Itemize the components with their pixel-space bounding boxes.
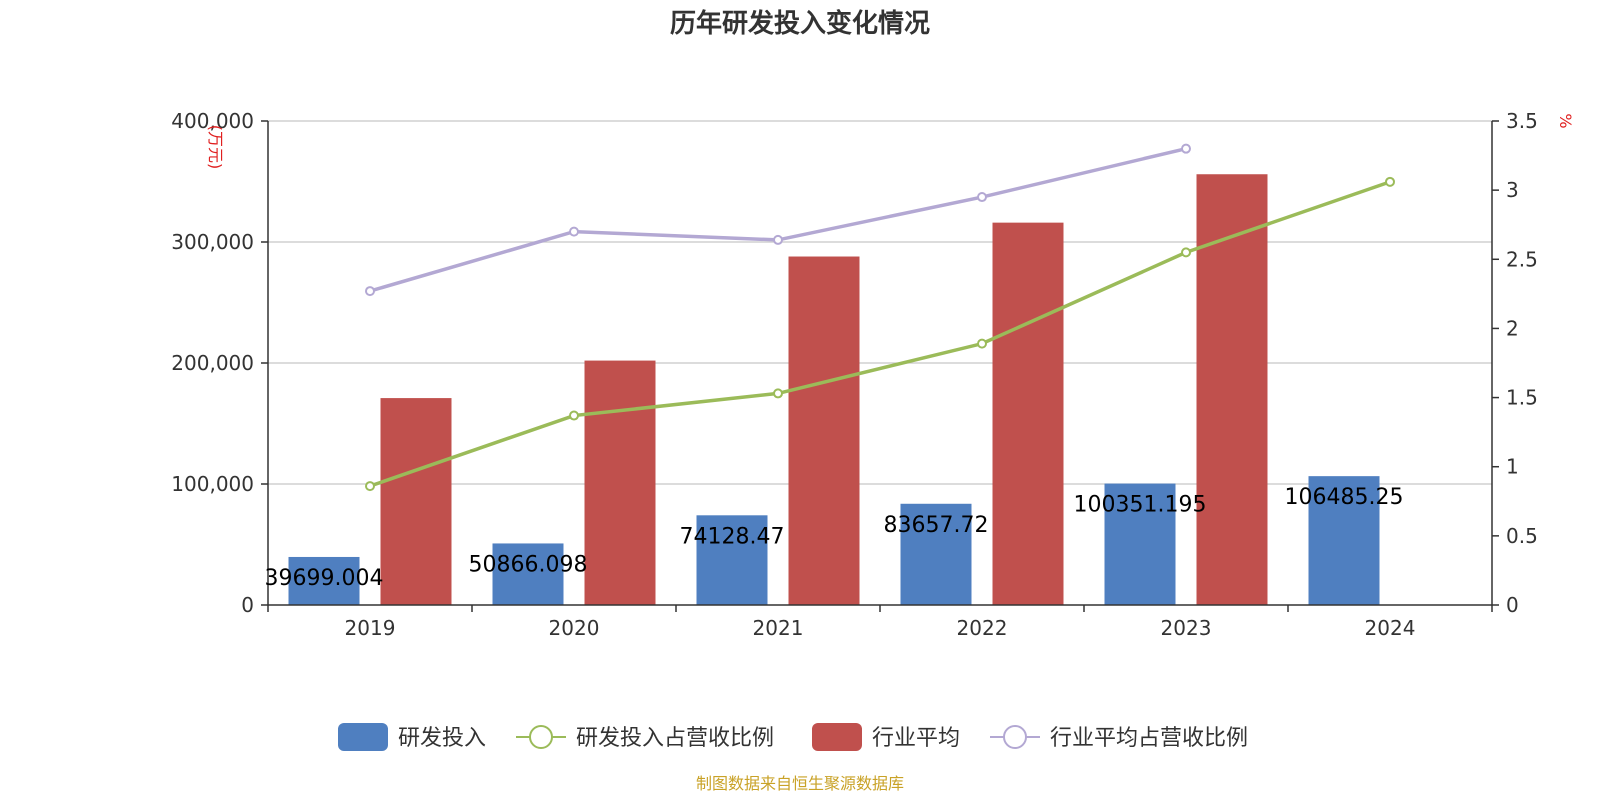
right-axis-tick-label: 2.5	[1506, 247, 1538, 271]
left-axis-tick-label: 0	[241, 593, 254, 617]
x-axis-tick-label: 2019	[345, 616, 396, 640]
bar-labels: 39699.004 50866.098 74128.47 83657.72 100351…	[265, 485, 1404, 591]
left-axis-tick-label: 200,000	[171, 351, 254, 375]
rd-ratio-line	[369, 180, 1391, 488]
line-point	[1385, 176, 1395, 187]
line-point	[365, 481, 375, 492]
bar-industry-average	[584, 360, 656, 605]
chart-title: 历年研发投入变化情况	[670, 8, 930, 39]
bar-industry-average	[992, 222, 1064, 605]
bar-rd-investment	[900, 503, 972, 605]
legend-label: 行业平均	[872, 726, 960, 751]
legend-label: 研发投入占营收比例	[576, 726, 774, 751]
bar-value-label: 106485.25	[1285, 485, 1404, 510]
right-axis-tick-label: 0.5	[1506, 524, 1538, 548]
left-axis-unit: (万元)	[206, 125, 225, 170]
line-point	[1181, 143, 1191, 154]
x-axis-tick-label: 2022	[957, 616, 1008, 640]
grid-lines	[268, 120, 1492, 485]
legend-swatch-marker	[529, 725, 553, 749]
line-point	[569, 226, 579, 237]
right-axis-tick-label: 3.5	[1506, 109, 1538, 133]
line-point	[1181, 247, 1191, 258]
bar-rd-investment	[696, 515, 768, 605]
bar-value-label: 74128.47	[680, 524, 785, 549]
legend-label: 研发投入	[398, 726, 486, 751]
right-axis-unit: %	[1556, 113, 1575, 128]
right-axis-tick-label: 1	[1506, 455, 1519, 479]
legend-swatch-bar	[338, 723, 388, 751]
legend[interactable]: 研发投入 研发投入占营收比例 行业平均 行业平均占营收比例	[338, 723, 1248, 751]
bar-layer	[288, 174, 1380, 606]
legend-swatch-marker	[1003, 725, 1027, 749]
bar-value-label: 39699.004	[265, 566, 384, 591]
line-point	[977, 192, 987, 203]
right-axis-tick-label: 2	[1506, 316, 1519, 340]
right-axis-tick-label: 1.5	[1506, 386, 1538, 410]
bar-value-label: 50866.098	[469, 552, 588, 577]
bar-value-label: 83657.72	[884, 513, 989, 538]
line-point	[773, 388, 783, 399]
left-axis-tick-label: 100,000	[171, 472, 254, 496]
x-axis-tick-label: 2020	[549, 616, 600, 640]
bar-industry-average	[380, 398, 452, 605]
right-axis-tick-label: 0	[1506, 593, 1519, 617]
bar-rd-investment	[1104, 483, 1176, 605]
x-axis-tick-label: 2024	[1365, 616, 1416, 640]
bar-industry-average	[788, 256, 860, 605]
bar-value-label: 100351.195	[1074, 493, 1207, 518]
line-point	[365, 286, 375, 297]
left-axis-tick-label: 400,000	[171, 109, 254, 133]
bar-industry-average	[1196, 174, 1268, 606]
left-axis-tick-label: 300,000	[171, 230, 254, 254]
line-point	[569, 410, 579, 421]
industry-ratio-line	[369, 146, 1187, 293]
x-axis-tick-label: 2023	[1161, 616, 1212, 640]
axes: 0 100,000 200,000 300,000 400,000 0 0.5 1 1.5 2 2.…	[171, 109, 1575, 640]
bar-rd-investment	[288, 556, 360, 605]
line-point	[977, 338, 987, 349]
right-axis-tick-label: 3	[1506, 178, 1519, 202]
data-source-note: 制图数据来自恒生聚源数据库	[696, 774, 904, 793]
bar-rd-investment	[492, 543, 564, 605]
legend-label: 行业平均占营收比例	[1050, 726, 1248, 751]
legend-swatch-bar	[812, 723, 862, 751]
bar-rd-investment	[1308, 476, 1380, 605]
line-layer	[365, 143, 1395, 492]
line-point	[773, 234, 783, 245]
x-axis-tick-label: 2021	[753, 616, 804, 640]
